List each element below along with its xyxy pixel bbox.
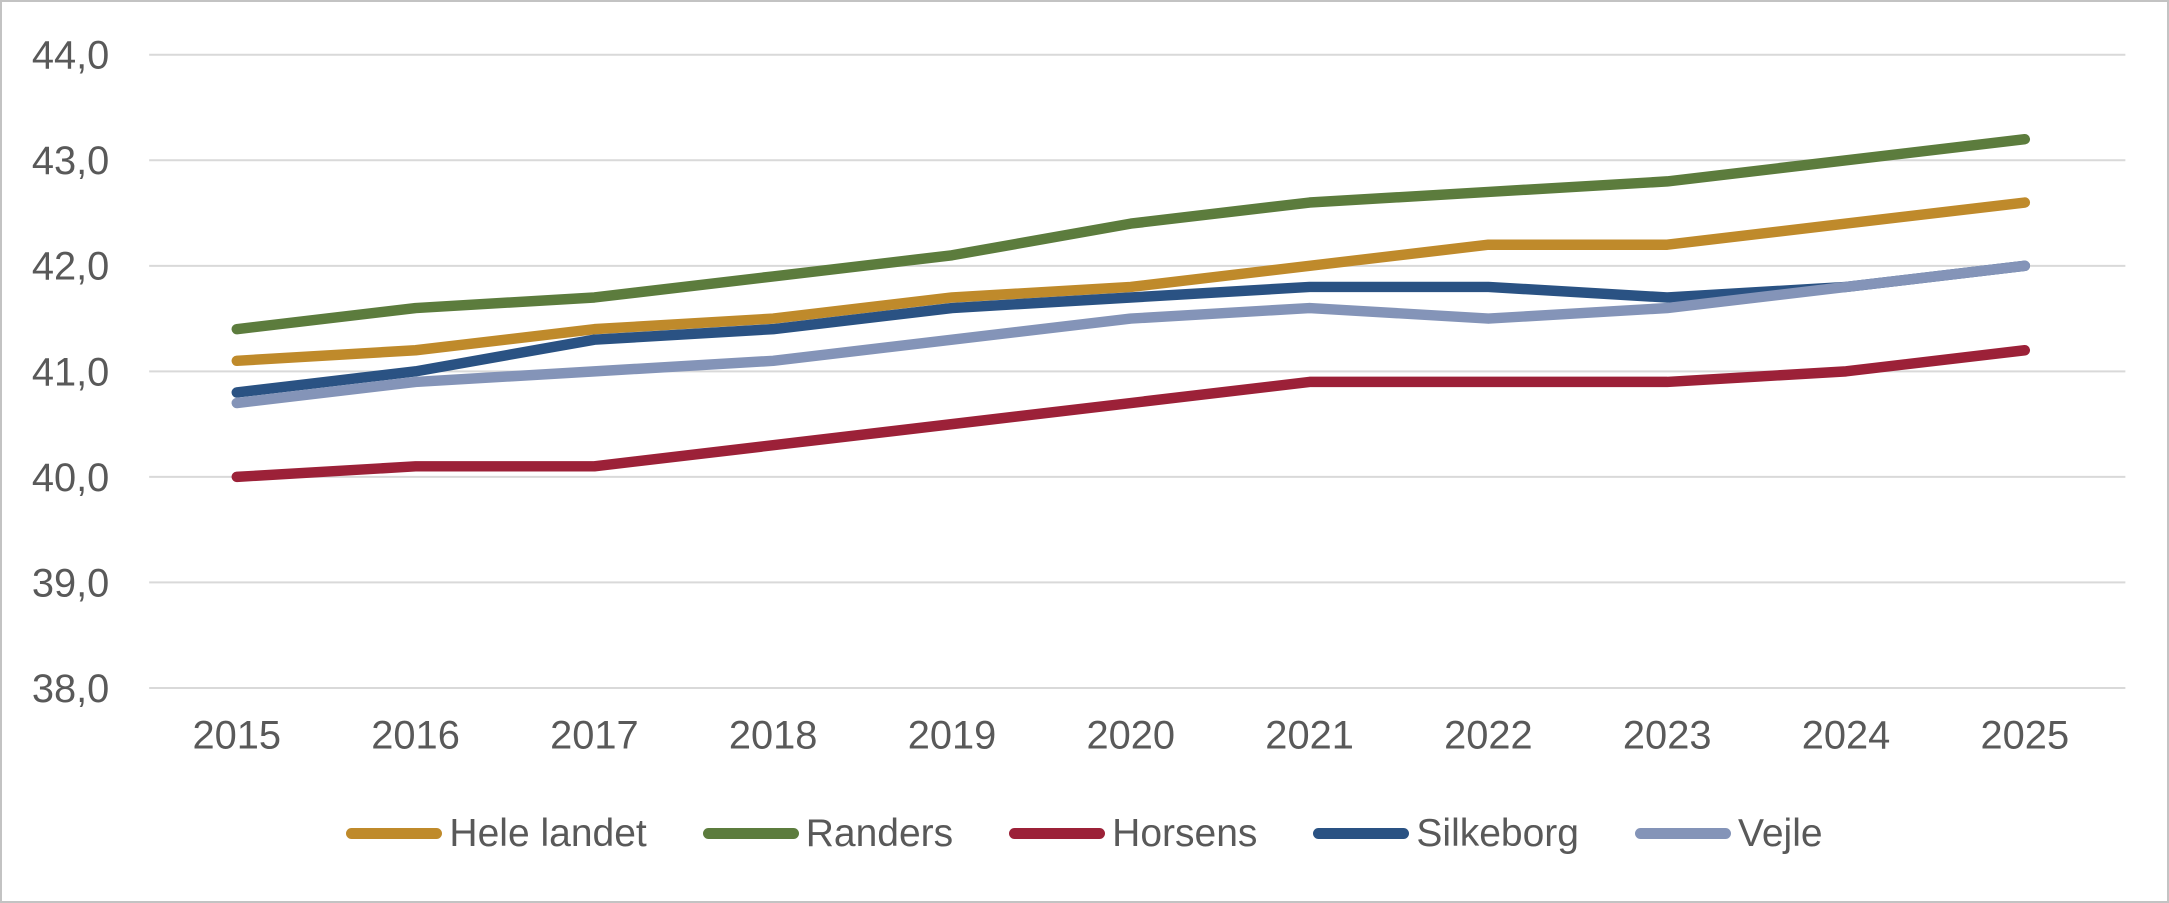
legend-item-horsens: Horsens [1009, 814, 1257, 853]
legend-swatch-randers [702, 828, 799, 839]
x-tick-label: 2021 [1265, 714, 1354, 758]
legend-item-silkeborg: Silkeborg [1313, 814, 1579, 853]
x-axis-labels: 2015 2016 2017 2018 2019 2020 2021 2022 2023 2024… [192, 714, 2069, 758]
x-tick-label: 2020 [1087, 714, 1176, 758]
legend-label: Randers [805, 812, 954, 855]
legend-label: Horsens [1112, 812, 1258, 855]
legend-label: Silkeborg [1416, 812, 1579, 855]
series-line-silkeborg [231, 260, 2031, 398]
y-tick-label: 42,0 [32, 245, 110, 289]
x-tick-label: 2023 [1623, 714, 1712, 758]
gridlines-layer [149, 53, 2126, 689]
legend-item-randers: Randers [702, 812, 954, 855]
x-tick-label: 2017 [550, 714, 639, 758]
legend-swatch-hele-landet [346, 828, 443, 839]
legend-item-hele-landet: Hele landet [346, 812, 647, 855]
legend-swatch-silkeborg [1313, 828, 1410, 839]
y-tick-label: 41,0 [32, 350, 110, 394]
series-lines-layer [231, 133, 2031, 483]
x-tick-label: 2022 [1444, 714, 1533, 758]
y-tick-label: 44,0 [32, 34, 110, 78]
x-tick-label: 2016 [371, 714, 460, 758]
legend-label: Vejle [1737, 812, 1823, 855]
x-tick-label: 2015 [192, 714, 281, 758]
series-line-horsens [231, 345, 2031, 483]
legend: Hele landet Randers Horsens Silkeborg Vejle [2, 814, 2167, 853]
y-axis-labels: 38,0 39,0 40,0 41,0 42,0 43,0 44,0 [32, 34, 110, 711]
legend-swatch-horsens [1009, 828, 1106, 839]
legend-label: Hele landet [449, 812, 647, 855]
y-tick-label: 43,0 [32, 139, 110, 183]
y-tick-label: 38,0 [32, 667, 110, 711]
series-line-vejle [231, 260, 2031, 409]
y-tick-label: 39,0 [32, 561, 110, 605]
legend-item-vejle: Vejle [1634, 812, 1823, 855]
legend-swatch-vejle [1634, 828, 1731, 839]
series-line-randers [231, 133, 2031, 335]
y-tick-label: 40,0 [32, 456, 110, 500]
x-tick-label: 2019 [908, 714, 997, 758]
x-tick-label: 2024 [1802, 714, 1891, 758]
series-line-hele-landet [231, 197, 2031, 367]
x-tick-label: 2025 [1981, 714, 2070, 758]
x-tick-label: 2018 [729, 714, 818, 758]
